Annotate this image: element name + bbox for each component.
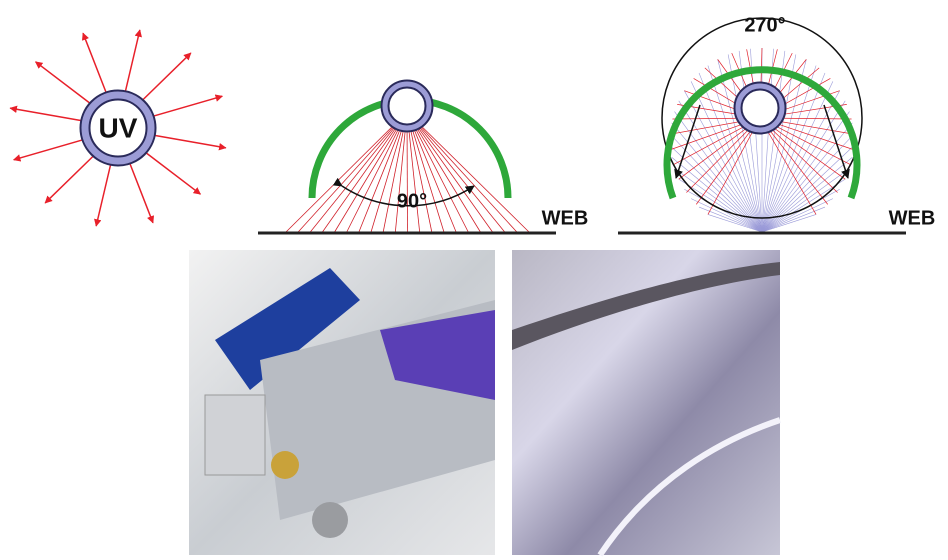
ray bbox=[94, 165, 112, 227]
ray bbox=[406, 111, 494, 234]
ray bbox=[759, 117, 829, 205]
ray bbox=[761, 122, 853, 233]
ray bbox=[296, 111, 408, 234]
ray bbox=[761, 145, 855, 233]
ray bbox=[81, 32, 107, 93]
ray bbox=[695, 117, 761, 205]
ray bbox=[761, 54, 797, 233]
ray bbox=[738, 50, 763, 233]
ray bbox=[12, 139, 83, 162]
ray bbox=[406, 111, 482, 234]
photo-lamp-glow bbox=[380, 310, 495, 400]
ray bbox=[124, 29, 142, 91]
ray bbox=[345, 111, 408, 234]
ray bbox=[370, 111, 408, 234]
ray bbox=[406, 111, 457, 234]
ray bbox=[44, 155, 94, 204]
ray bbox=[406, 111, 445, 234]
ray bbox=[155, 134, 227, 151]
ray bbox=[707, 117, 761, 215]
photo-end-cap bbox=[215, 268, 360, 390]
ray bbox=[406, 111, 531, 234]
ray bbox=[761, 168, 850, 233]
lamp-ring-inner bbox=[81, 91, 155, 165]
ray bbox=[761, 100, 846, 233]
ray bbox=[761, 157, 853, 233]
photo-highlight bbox=[597, 417, 781, 557]
lamp-ring-inner bbox=[735, 83, 785, 133]
photo-block bbox=[204, 394, 266, 476]
ray bbox=[146, 152, 202, 195]
ray bbox=[129, 163, 155, 224]
ray bbox=[690, 81, 763, 233]
ray bbox=[690, 198, 763, 233]
ray bbox=[761, 81, 834, 233]
angle-arc bbox=[332, 177, 475, 207]
uv-label: UV bbox=[99, 112, 138, 143]
ray bbox=[406, 111, 519, 234]
ray bbox=[309, 111, 408, 234]
ray bbox=[358, 111, 408, 234]
ray bbox=[333, 111, 408, 234]
angle-label: 270° bbox=[744, 14, 785, 36]
ray bbox=[761, 111, 850, 233]
web-label: WEB bbox=[542, 207, 589, 229]
ray bbox=[671, 122, 763, 233]
ray bbox=[707, 214, 763, 233]
ray bbox=[9, 105, 81, 122]
ray bbox=[406, 111, 506, 234]
ray bbox=[823, 104, 850, 179]
angle-circle bbox=[661, 17, 863, 219]
photo-fitting bbox=[312, 502, 348, 538]
ray bbox=[674, 111, 763, 233]
web-label: WEB bbox=[889, 207, 936, 229]
ray bbox=[698, 206, 763, 233]
ray bbox=[321, 111, 408, 234]
ray bbox=[34, 61, 90, 104]
ray bbox=[761, 206, 826, 233]
ray bbox=[678, 100, 763, 233]
ray bbox=[153, 94, 224, 117]
ray bbox=[142, 52, 192, 101]
ray bbox=[761, 178, 846, 233]
ray bbox=[671, 157, 763, 233]
ray bbox=[674, 104, 701, 179]
ray bbox=[727, 54, 763, 233]
ray bbox=[761, 59, 807, 233]
reflector bbox=[663, 66, 861, 200]
ray bbox=[761, 65, 817, 233]
lamp-ring-inner bbox=[382, 81, 432, 131]
ray bbox=[284, 111, 408, 234]
ray bbox=[761, 198, 834, 233]
ray bbox=[761, 214, 817, 233]
ray bbox=[678, 178, 763, 233]
photo-edge bbox=[512, 262, 780, 350]
ray-layer bbox=[9, 29, 855, 234]
ray bbox=[669, 145, 763, 233]
ray bbox=[707, 65, 763, 233]
ray bbox=[406, 111, 470, 234]
angle-label: 90° bbox=[397, 190, 427, 212]
ray bbox=[761, 48, 774, 233]
ray bbox=[759, 117, 817, 215]
photo-fitting bbox=[271, 451, 299, 479]
ray bbox=[674, 168, 763, 233]
